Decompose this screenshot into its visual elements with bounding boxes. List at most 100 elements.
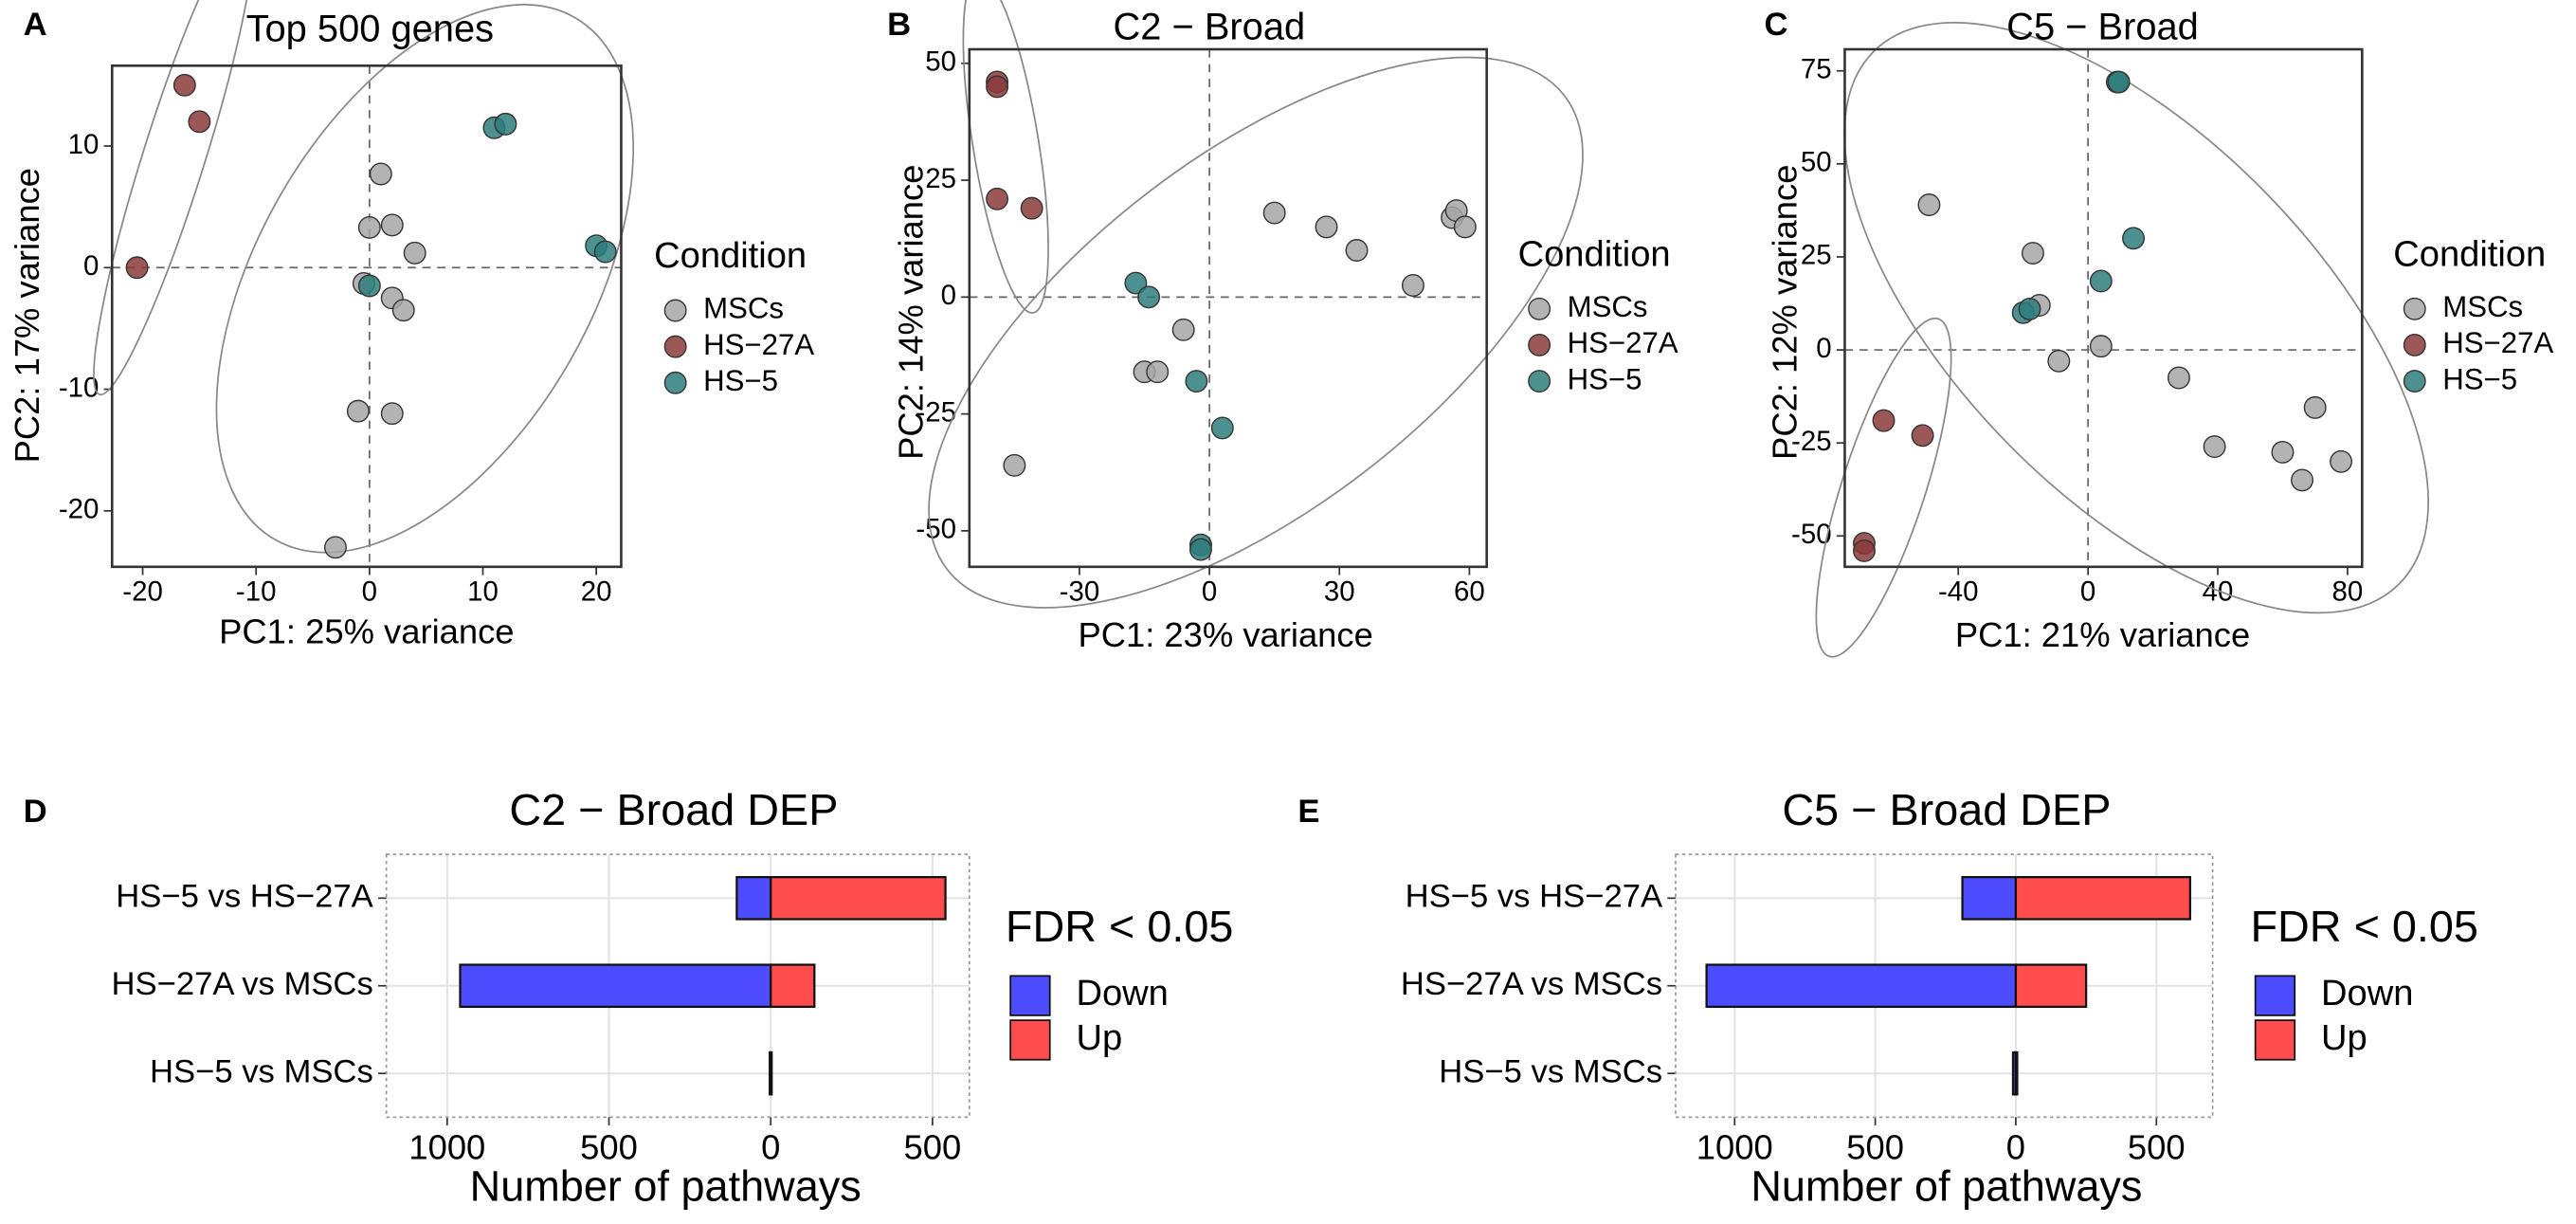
chart-title: Top 500 genes	[246, 8, 494, 49]
data-point	[2271, 441, 2295, 464]
legend-title: FDR < 0.05	[2250, 902, 2477, 951]
data-point	[1872, 409, 1896, 432]
legend-marker	[1528, 297, 1551, 320]
y-tick-label: -20	[59, 494, 100, 525]
data-point	[1917, 193, 1941, 216]
data-point	[346, 399, 370, 423]
confidence-ellipse	[962, 0, 1049, 314]
x-tick-label: 80	[2332, 575, 2364, 607]
scatter-panel: -30 0 30 60 -50 -25 0 25 50 C2 − Broad PC1: 23% va…	[892, 0, 1678, 654]
panel-letter: A	[24, 7, 47, 43]
panel-letter: D	[24, 794, 47, 830]
legend-label: MSCs	[1568, 290, 1648, 323]
plot-border	[385, 853, 971, 1119]
x-tick-label: 0	[1202, 575, 1217, 607]
x-tick-label: 500	[904, 1128, 962, 1167]
legend-label: MSCs	[703, 292, 784, 325]
y-tick-label: 50	[1801, 147, 1832, 178]
legend-marker	[1528, 333, 1551, 356]
legend-marker	[2403, 370, 2426, 393]
x-tick-label: -30	[1060, 575, 1100, 607]
confidence-ellipse	[215, 4, 635, 554]
data-point	[172, 73, 196, 97]
y-axis-label: PC2: 14% variance	[892, 165, 931, 460]
y-tick-label: 75	[1801, 54, 1832, 85]
x-tick-label: 20	[581, 575, 612, 607]
legend-marker	[663, 335, 687, 358]
legend-swatch	[1009, 1019, 1051, 1061]
x-axis-label: PC1: 21% variance	[1955, 615, 2250, 654]
y-tick-label: 0	[83, 250, 99, 282]
panel-letter: E	[1297, 794, 1319, 830]
bar	[770, 963, 816, 1009]
data-point	[494, 112, 517, 136]
plot-border	[968, 47, 1488, 569]
data-point	[2122, 227, 2145, 250]
legend-label: HS−5	[703, 364, 778, 397]
bar	[735, 876, 772, 921]
legend-marker	[663, 299, 687, 322]
x-tick-label: 0	[362, 575, 377, 607]
legend-swatch	[2254, 975, 2296, 1016]
data-point	[1453, 215, 1477, 239]
legend-label: HS−27A	[703, 328, 814, 361]
data-point	[1853, 539, 1876, 562]
x-tick-label: 40	[2203, 575, 2234, 607]
x-tick-label: 1000	[1696, 1128, 1773, 1167]
data-point	[1315, 215, 1338, 239]
data-point	[403, 241, 426, 265]
y-tick-label: 10	[68, 129, 100, 160]
plot-border	[110, 64, 623, 569]
y-tick-label: 25	[1801, 240, 1832, 271]
chart-title: C2 − Broad	[1113, 7, 1305, 48]
y-tick-label: HS−27A vs MSCs	[112, 966, 373, 1002]
x-tick-label: -40	[1938, 575, 1979, 607]
panel-letter: B	[887, 7, 911, 43]
y-axis-label: PC2: 12% variance	[1765, 165, 1804, 460]
data-point	[2291, 468, 2313, 492]
legend-label: Up	[2321, 1017, 2367, 1058]
data-point	[2018, 297, 2041, 320]
bar	[2014, 963, 2088, 1009]
y-tick-label: 0	[941, 280, 956, 311]
data-point	[188, 110, 211, 134]
data-point	[1188, 538, 1212, 561]
x-tick-label: 10	[467, 575, 499, 607]
bar	[459, 963, 772, 1009]
data-point	[2089, 269, 2113, 293]
x-tick-label: -10	[236, 575, 277, 607]
data-point	[593, 240, 617, 264]
legend-title: Condition	[2393, 233, 2546, 274]
legend-swatch	[2254, 1019, 2296, 1061]
confidence-ellipse	[928, 56, 1584, 609]
data-point	[380, 402, 404, 426]
y-tick-label: HS−27A vs MSCs	[1401, 966, 1662, 1002]
data-point	[2330, 449, 2353, 473]
y-tick-label: 25	[925, 163, 956, 194]
legend-swatch	[1009, 975, 1051, 1016]
x-tick-label: -20	[122, 575, 163, 607]
x-axis-label: Number of pathways	[470, 1162, 862, 1211]
x-tick-label: 30	[1324, 575, 1355, 607]
legend-label: HS−5	[1568, 362, 1642, 395]
y-tick-label: -25	[1791, 426, 1832, 457]
data-point	[2047, 349, 2071, 373]
chart-title: C5 − Broad	[2006, 7, 2199, 48]
x-tick-label: 500	[2128, 1128, 2186, 1167]
plot-border	[1843, 47, 2364, 569]
data-point	[986, 75, 1009, 99]
x-tick-label: 500	[580, 1128, 638, 1167]
y-tick-label: -25	[916, 396, 956, 428]
data-point	[1911, 424, 1934, 448]
y-tick-label: -50	[916, 514, 956, 545]
data-point	[357, 274, 381, 298]
data-point	[1137, 285, 1161, 309]
legend-marker	[1528, 370, 1551, 393]
legend-label: Up	[1076, 1017, 1122, 1058]
data-point	[1003, 453, 1026, 477]
x-axis-label: PC1: 25% variance	[219, 612, 514, 651]
x-tick-label: 0	[761, 1128, 780, 1167]
legend-marker	[663, 371, 687, 394]
